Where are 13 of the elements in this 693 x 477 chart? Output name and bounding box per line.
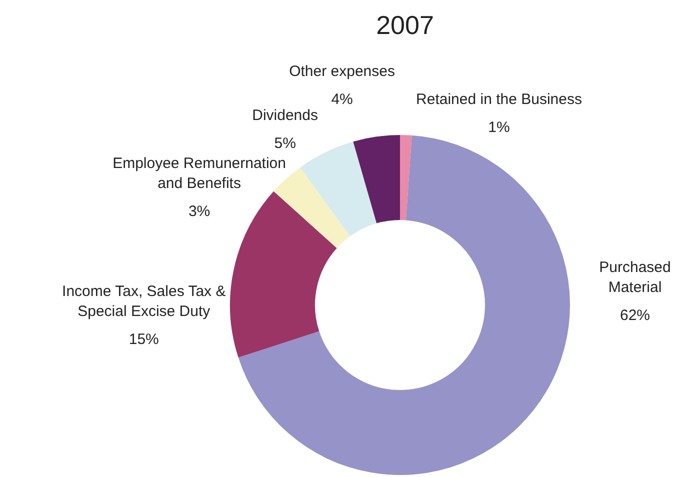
slice-label: Dividends	[252, 107, 318, 124]
slice-label: Retained in the Business	[416, 91, 582, 108]
data-label: 3%	[188, 203, 210, 220]
data-label: 4%	[331, 91, 353, 108]
data-label: 62%	[620, 307, 650, 324]
slice-label: Income Tax, Sales Tax & Special Excise Duty	[62, 283, 226, 320]
data-label: 15%	[128, 331, 159, 348]
slice-label: Purchased Material	[599, 259, 671, 296]
data-label: 5%	[274, 135, 296, 152]
slice-label: Other expenses	[289, 63, 396, 80]
data-label: 1%	[488, 119, 510, 136]
chart-title: 2007	[376, 10, 434, 40]
slice-label: Employee Remunernation and Benefits	[112, 155, 286, 192]
